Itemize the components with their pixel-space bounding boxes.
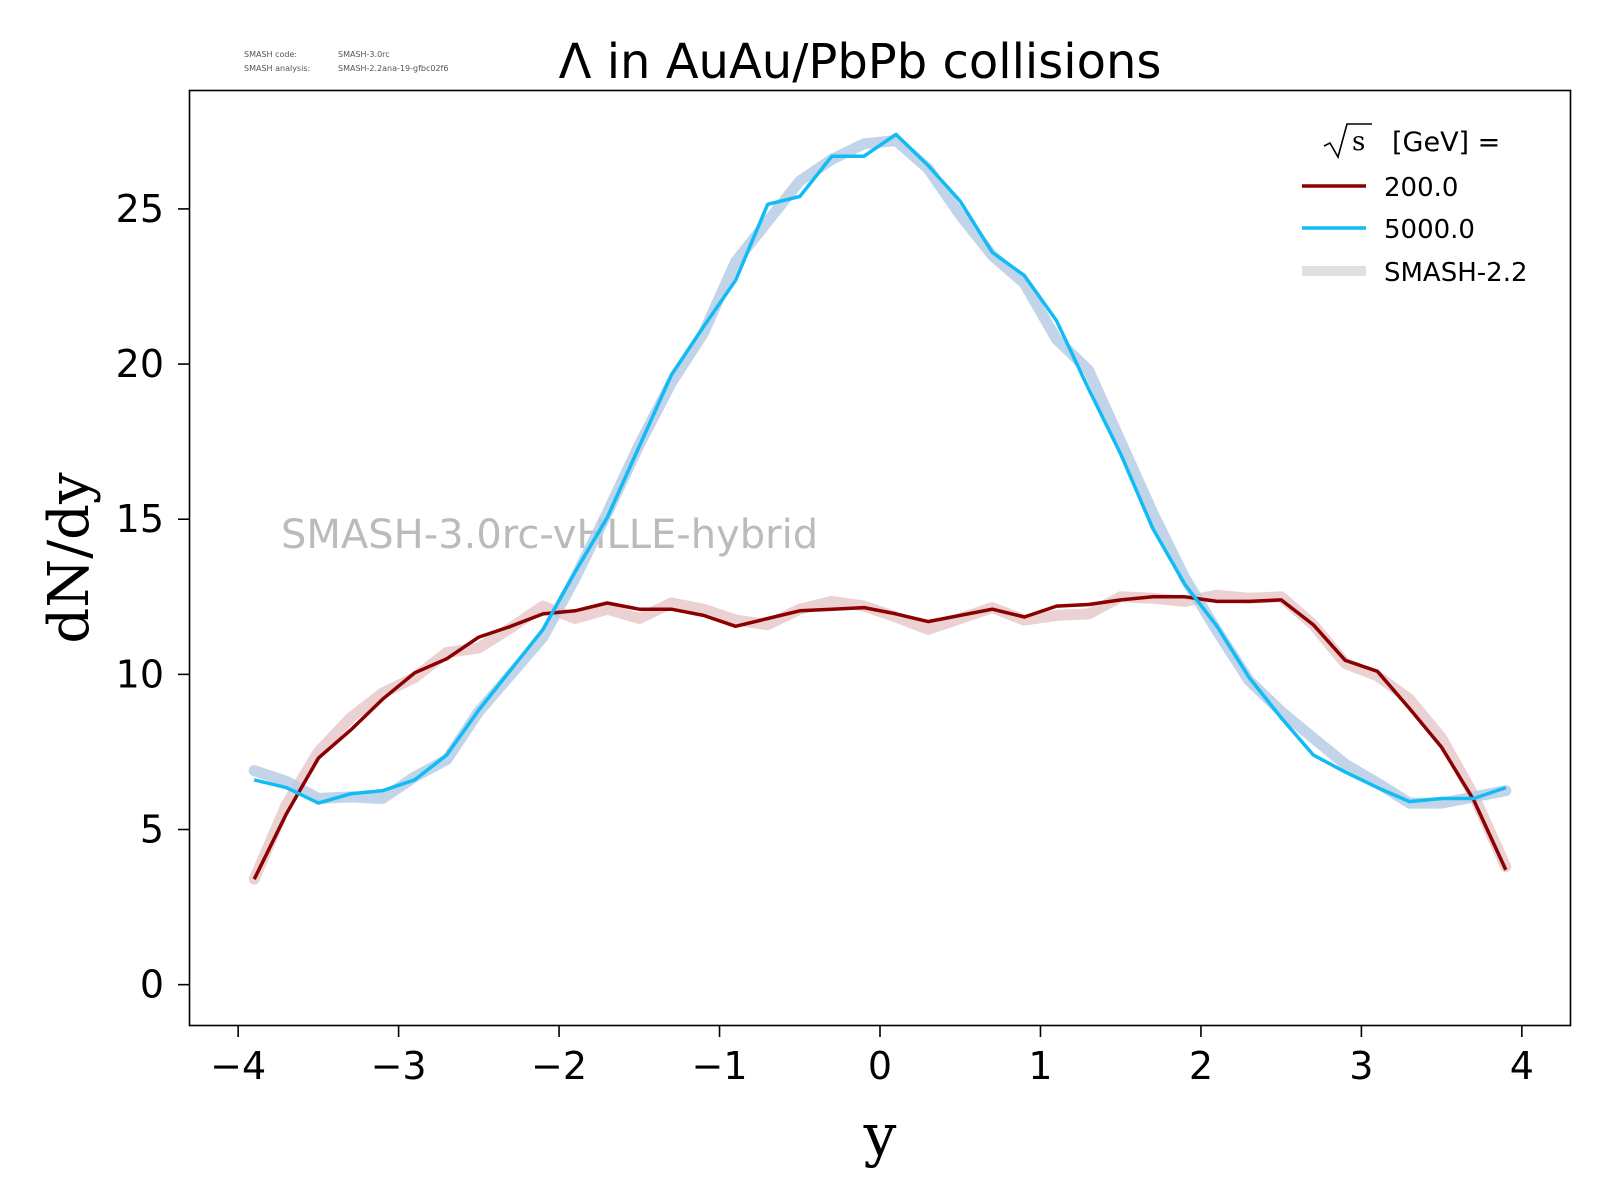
series-line-5000-0 bbox=[253, 132, 1507, 805]
x-axis-ticks: −4 −3 −2 −1 0 1 2 3 4 bbox=[210, 1025, 1534, 1088]
reference-bands bbox=[248, 135, 1512, 885]
series-line-200-0 bbox=[252, 595, 1508, 880]
x-tick-label: 4 bbox=[1510, 1044, 1534, 1088]
x-tick-label: −1 bbox=[692, 1044, 748, 1088]
legend: s [GeV] = 200.0 5000.0 SMASH-2.2 bbox=[1302, 123, 1528, 288]
y-axis-ticks: 0 5 10 15 20 25 bbox=[116, 187, 190, 1007]
legend-label-200: 200.0 bbox=[1384, 173, 1458, 203]
meta-analysis-value: SMASH-2.2ana-19-gfbc02f6 bbox=[338, 64, 448, 73]
legend-title: s [GeV] = bbox=[1323, 123, 1500, 160]
legend-sqrt-var: s bbox=[1352, 127, 1365, 157]
y-tick-label: 5 bbox=[140, 808, 164, 852]
legend-label-smash-2-2: SMASH-2.2 bbox=[1384, 258, 1528, 288]
x-tick-label: 1 bbox=[1028, 1044, 1052, 1088]
x-tick-label: 0 bbox=[868, 1044, 892, 1088]
meta-analysis-label: SMASH analysis: bbox=[244, 64, 310, 73]
x-tick-label: −2 bbox=[531, 1044, 587, 1088]
sqrt-sign bbox=[1323, 123, 1372, 160]
x-tick-label: −3 bbox=[371, 1044, 427, 1088]
series-lines bbox=[252, 132, 1508, 880]
meta-code-label: SMASH code: bbox=[244, 50, 297, 59]
meta-code-value: SMASH-3.0rc bbox=[338, 50, 390, 59]
y-tick-label: 20 bbox=[116, 342, 164, 386]
y-tick-label: 15 bbox=[116, 497, 164, 541]
x-tick-label: 2 bbox=[1189, 1044, 1213, 1088]
x-tick-label: −4 bbox=[210, 1044, 266, 1088]
x-tick-label: 3 bbox=[1349, 1044, 1373, 1088]
y-tick-label: 0 bbox=[140, 963, 164, 1007]
watermark-text: SMASH-3.0rc-vHLLE-hybrid bbox=[281, 512, 818, 558]
y-tick-label: 25 bbox=[116, 187, 164, 231]
chart-title: Λ in AuAu/PbPb collisions bbox=[559, 34, 1162, 90]
legend-label-5000: 5000.0 bbox=[1384, 215, 1475, 245]
legend-title-text: [GeV] = bbox=[1392, 127, 1500, 158]
x-axis-label: y bbox=[863, 1101, 897, 1169]
y-axis-label: dN/dy bbox=[37, 472, 102, 644]
plot-frame bbox=[188, 89, 1572, 1027]
y-tick-label: 10 bbox=[116, 652, 164, 696]
reference-band-5000-0 bbox=[248, 135, 1512, 809]
